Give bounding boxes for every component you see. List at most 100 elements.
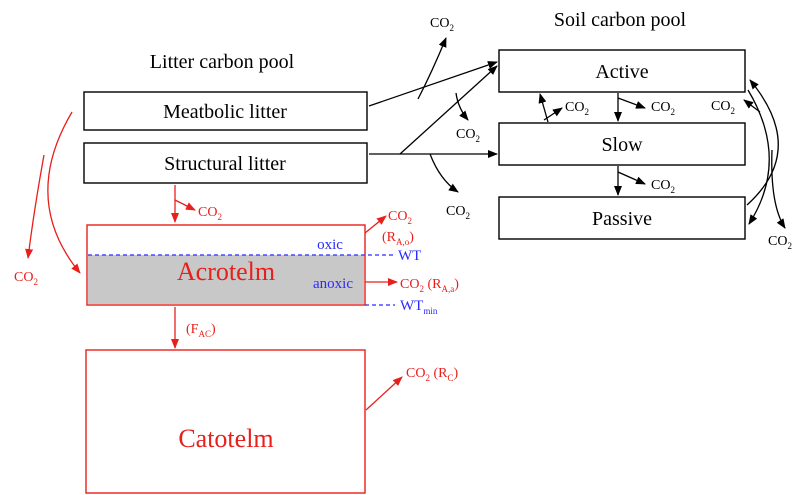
flux-subscript: 2 [475, 134, 480, 144]
black-arrows [368, 37, 786, 229]
slow-box [498, 122, 746, 166]
arrow [617, 97, 646, 109]
passive-box [498, 196, 746, 240]
catotelm-label: Catotelm [178, 424, 273, 453]
flux-subscript: 2 [670, 185, 675, 195]
flux-subscript: AC [198, 329, 211, 339]
wt-min-base: WT [400, 298, 423, 314]
flux-label: CO2 [14, 270, 38, 287]
arrow [25, 154, 45, 259]
arrow [771, 149, 786, 229]
flux-text: (R [424, 277, 442, 292]
flux-label: CO2 [456, 127, 480, 144]
metabolic-box [83, 91, 368, 131]
flux-subscript: 2 [670, 107, 675, 117]
flux-text: CO [446, 204, 465, 219]
flux-subscript: 2 [425, 373, 430, 383]
arrow [617, 171, 646, 185]
active-box [498, 49, 746, 93]
flux-text: ) [453, 366, 458, 381]
acrotelm-label: Acrotelm [177, 257, 275, 286]
flux-subscript: 2 [449, 23, 454, 33]
anoxic-zone [88, 255, 364, 304]
oxic-label: oxic [317, 237, 343, 253]
active-label: Active [595, 61, 648, 83]
flux-subscript: A,o [396, 237, 410, 247]
wt-min-sub: min [423, 306, 438, 316]
arrow [538, 93, 549, 123]
wt-min-label: WTmin [400, 298, 438, 316]
flux-text: CO [430, 16, 449, 31]
catotelm-box [85, 349, 366, 494]
flux-text: CO [565, 100, 584, 115]
flux-subscript: 2 [787, 241, 792, 251]
soil-boxes: Active Slow Passive [498, 49, 746, 240]
peat: WT WTmin oxic anoxic Acrotelm Catotelm [85, 224, 438, 494]
structural-label: Structural litter [164, 153, 286, 175]
flux-label: CO2 [430, 16, 454, 33]
arrow [747, 89, 770, 225]
flux-label: CO2 (RC) [406, 366, 458, 383]
flux-text: ) [211, 322, 216, 337]
flux-label: CO2 [446, 204, 470, 221]
arrow [543, 107, 563, 121]
flux-label: CO2 [388, 209, 412, 226]
arrow [399, 65, 498, 155]
flux-text: CO [14, 270, 33, 285]
anoxic-label: anoxic [313, 276, 353, 292]
arrow [417, 37, 447, 100]
flux-text: CO [768, 234, 787, 249]
flux-text: CO [388, 209, 407, 224]
flux-text: CO [651, 178, 670, 193]
flux-text: (R [430, 366, 448, 381]
flux-label: CO2 [768, 234, 792, 251]
flux-label: CO2 (RA,a) [400, 277, 459, 294]
flux-text: CO [406, 366, 425, 381]
flux-subscript: 2 [407, 216, 412, 226]
flux-text: (R [382, 230, 397, 245]
flux-label: CO2 [651, 178, 675, 195]
metabolic-label: Meatbolic litter [163, 101, 287, 123]
titles: Litter carbon pool Soil carbon pool [150, 9, 687, 73]
arrow [368, 61, 498, 107]
flux-text: CO [651, 100, 670, 115]
flux-text: (F [186, 322, 199, 337]
flux-text: ) [454, 277, 459, 292]
flux-label: (FAC) [186, 322, 216, 339]
flux-subscript: C [447, 373, 453, 383]
arrow [743, 99, 761, 113]
arrow [365, 376, 403, 411]
flux-text: CO [400, 277, 419, 292]
flux-subscript: 2 [33, 277, 38, 287]
flux-label: CO2 [198, 205, 222, 222]
litter-title: Litter carbon pool [150, 51, 295, 73]
arrow [429, 153, 459, 193]
arrow [174, 199, 196, 211]
flux-subscript: A,a [441, 284, 454, 294]
flux-subscript: 2 [730, 106, 735, 116]
flux-subscript: 2 [584, 107, 589, 117]
flux-label: CO2 [711, 99, 735, 116]
arrow [455, 92, 469, 121]
structural-box [83, 142, 368, 184]
passive-label: Passive [592, 208, 652, 230]
flux-subscript: 2 [419, 284, 424, 294]
flux-text: ) [409, 230, 414, 245]
litter-boxes: Meatbolic litter Structural litter [83, 91, 368, 184]
flux-label: CO2 [565, 100, 589, 117]
flux-text: CO [456, 127, 475, 142]
arrow [47, 111, 81, 274]
flux-text: CO [711, 99, 730, 114]
slow-label: Slow [601, 134, 643, 156]
red-arrows [25, 111, 403, 411]
wt-label: WT [398, 248, 421, 264]
arrow [746, 79, 779, 206]
flux-subscript: 2 [465, 211, 470, 221]
flux-subscript: 2 [217, 212, 222, 222]
soil-title: Soil carbon pool [554, 9, 687, 31]
flux-label: CO2 [651, 100, 675, 117]
flux-label: (RA,o) [382, 230, 414, 247]
arrow [364, 215, 387, 234]
